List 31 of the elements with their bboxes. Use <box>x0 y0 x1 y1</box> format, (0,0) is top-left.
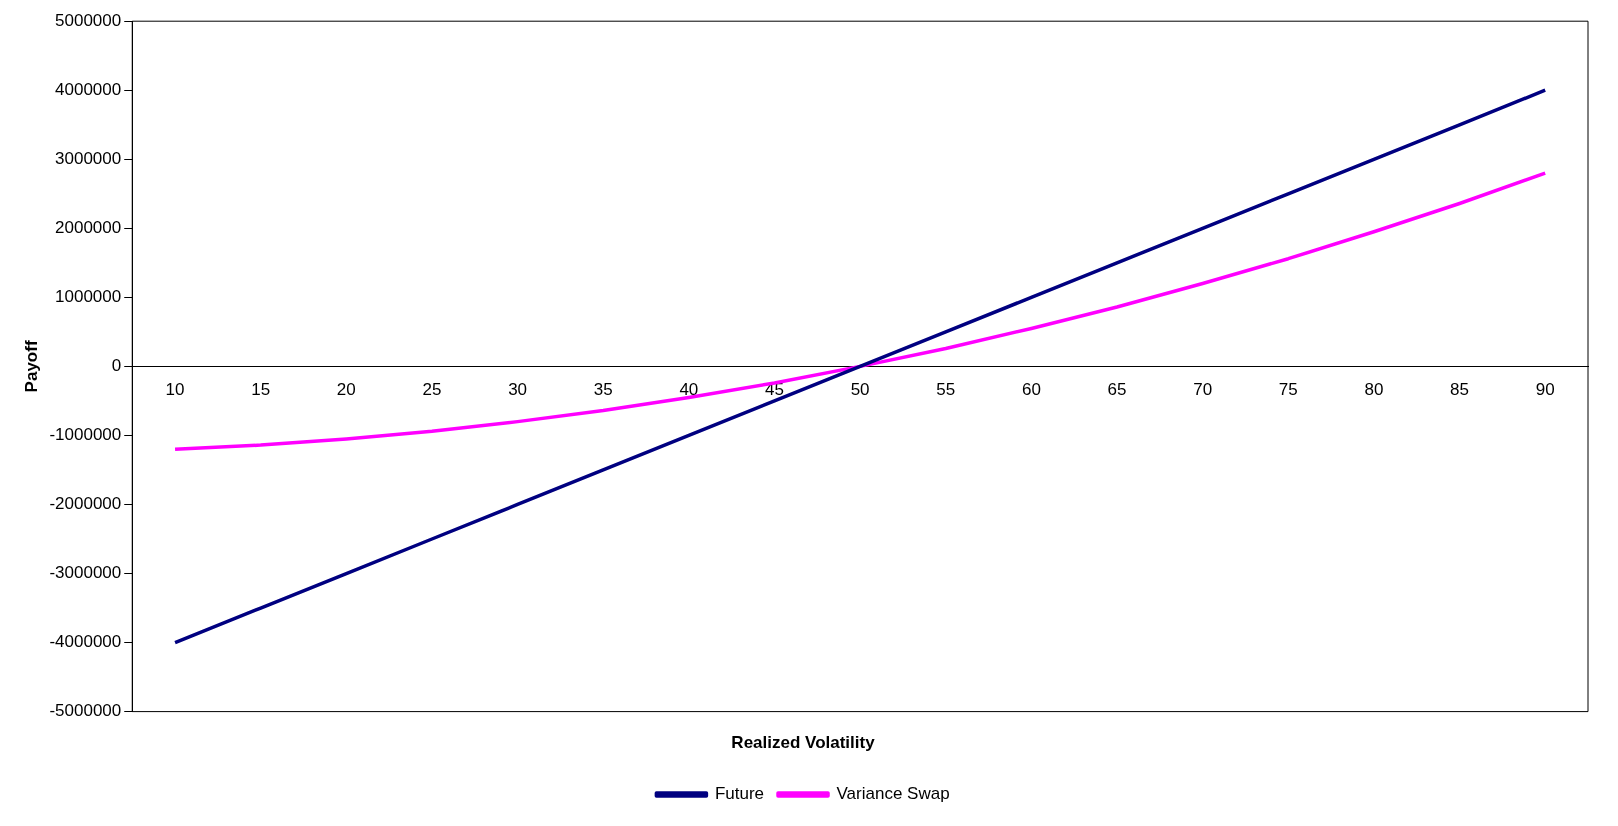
y-tick-label: 0 <box>111 356 122 376</box>
legend-label: Future <box>714 784 765 804</box>
x-tick-label: 20 <box>336 380 356 400</box>
x-tick-label: 90 <box>1535 380 1555 400</box>
x-tick-label: 55 <box>936 380 956 400</box>
x-tick-label: 80 <box>1364 380 1384 400</box>
y-tick-label: -3000000 <box>49 563 122 583</box>
x-tick-label: 65 <box>1107 380 1127 400</box>
x-tick-label: 75 <box>1278 380 1298 400</box>
y-tick-label: -1000000 <box>49 425 122 445</box>
y-axis-title: Payoff <box>21 340 41 393</box>
x-tick-label: 35 <box>593 380 613 400</box>
x-tick-label: 70 <box>1193 380 1213 400</box>
x-axis-title: Realized Volatility <box>731 733 876 753</box>
x-tick-label: 85 <box>1450 380 1470 400</box>
y-tick-label: 3000000 <box>55 148 122 168</box>
y-tick-label: 5000000 <box>55 10 122 30</box>
y-tick-label: 4000000 <box>55 79 122 99</box>
y-tick-label: -4000000 <box>49 632 122 652</box>
x-tick-label: 10 <box>165 380 185 400</box>
y-tick-label: -2000000 <box>49 494 122 514</box>
x-tick-label: 30 <box>508 380 528 400</box>
x-tick-label: 50 <box>850 380 870 400</box>
x-tick-label: 25 <box>422 380 442 400</box>
x-tick-label: 60 <box>1021 380 1041 400</box>
y-tick-label: 2000000 <box>55 218 122 238</box>
y-tick-label: -5000000 <box>49 701 122 721</box>
x-tick-label: 15 <box>251 380 271 400</box>
x-tick-label: 40 <box>679 380 699 400</box>
legend-label: Variance Swap <box>836 784 950 804</box>
y-tick-label: 1000000 <box>55 287 122 307</box>
